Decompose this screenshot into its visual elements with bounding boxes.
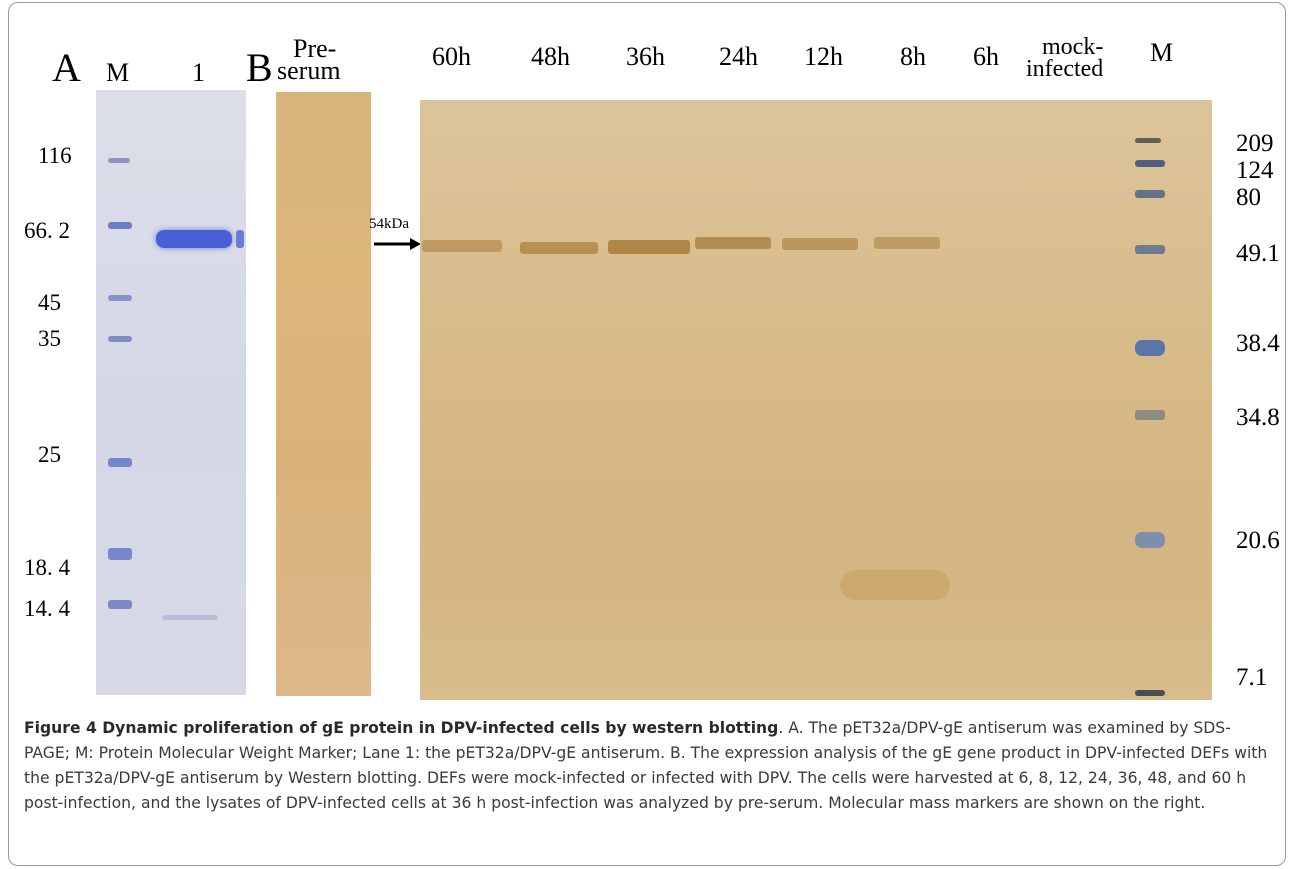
panel-a-letter: A (52, 45, 81, 90)
smear (840, 570, 950, 600)
preserum-label: Pre- (293, 34, 337, 63)
panel-b-mw-label: 124 (1236, 157, 1274, 184)
panel-a-mw-label: 35 (38, 326, 61, 351)
marker-band (1135, 138, 1161, 143)
panel-a-lane-1: 1 (192, 58, 205, 87)
panel-b-mw-label: 209 (1236, 130, 1274, 157)
figure-frame (8, 2, 1286, 866)
gE-band-60h (422, 240, 502, 252)
marker-band (108, 295, 132, 301)
panel-a-lane-m: M (106, 58, 130, 87)
gE-band-12h (782, 238, 858, 250)
protein-band-lane-1 (156, 230, 232, 248)
marker-band (1135, 160, 1165, 167)
lane-label-8h: 8h (900, 42, 926, 71)
lane-label-marker: M (1150, 38, 1174, 67)
marker-band (1135, 532, 1165, 548)
panel-a-mw-label: 25 (38, 442, 61, 467)
marker-band (108, 222, 132, 229)
marker-band (1135, 690, 1165, 696)
panel-a-mw-label: 18. 4 (24, 555, 70, 580)
lane-label-24h: 24h (719, 42, 758, 71)
marker-band (1135, 245, 1165, 254)
panel-b-letter: B (246, 45, 273, 90)
gE-band-36h (608, 240, 690, 254)
caption-body: . A. The pET32a/DPV-gE antiserum was exa… (24, 719, 1268, 812)
panel-b-mw-label: 20.6 (1236, 527, 1280, 554)
preserum-blot-strip (276, 92, 371, 696)
lane-label-60h: 60h (432, 42, 471, 71)
marker-band (108, 548, 132, 560)
sds-page-gel (96, 90, 246, 695)
lane-label-36h: 36h (626, 42, 665, 71)
lane-label-48h: 48h (531, 42, 570, 71)
panel-b-mw-label: 80 (1236, 184, 1261, 211)
marker-band (108, 458, 132, 467)
lane-label-6h: 6h (973, 42, 999, 71)
panel-b-mw-label: 38.4 (1236, 330, 1280, 357)
lane-label-mock: mock- (1042, 34, 1104, 60)
preserum-label: serum (277, 56, 341, 85)
gE-band-48h (520, 242, 598, 254)
marker-band (1135, 340, 1165, 356)
lane-label-12h: 12h (804, 42, 843, 71)
protein-band-edge (236, 230, 244, 248)
panel-a-mw-label: 45 (38, 290, 61, 315)
panel-b-mw-label: 7.1 (1236, 664, 1268, 691)
marker-band (108, 158, 130, 163)
lane-label-mock: infected (1026, 56, 1104, 82)
marker-band (1135, 410, 1165, 420)
panel-b-mw-label: 49.1 (1236, 240, 1280, 267)
marker-band (108, 336, 132, 342)
panel-a-mw-label: 116 (38, 143, 72, 168)
panel-b-mw-label: 34.8 (1236, 404, 1280, 431)
figure-caption: Figure 4 Dynamic proliferation of gE pro… (24, 716, 1274, 816)
gE-band-24h (695, 237, 771, 249)
marker-band (1135, 190, 1165, 198)
marker-band (108, 600, 132, 609)
panel-a-mw-label: 66. 2 (24, 218, 70, 243)
faint-band (162, 615, 218, 620)
panel-a-mw-label: 14. 4 (24, 596, 70, 621)
western-blot-membrane (420, 100, 1212, 700)
arrow-icon (374, 238, 421, 250)
caption-title: Figure 4 Dynamic proliferation of gE pro… (24, 719, 779, 737)
gE-band-8h (874, 237, 940, 249)
band-size-label: 54kDa (369, 216, 409, 232)
